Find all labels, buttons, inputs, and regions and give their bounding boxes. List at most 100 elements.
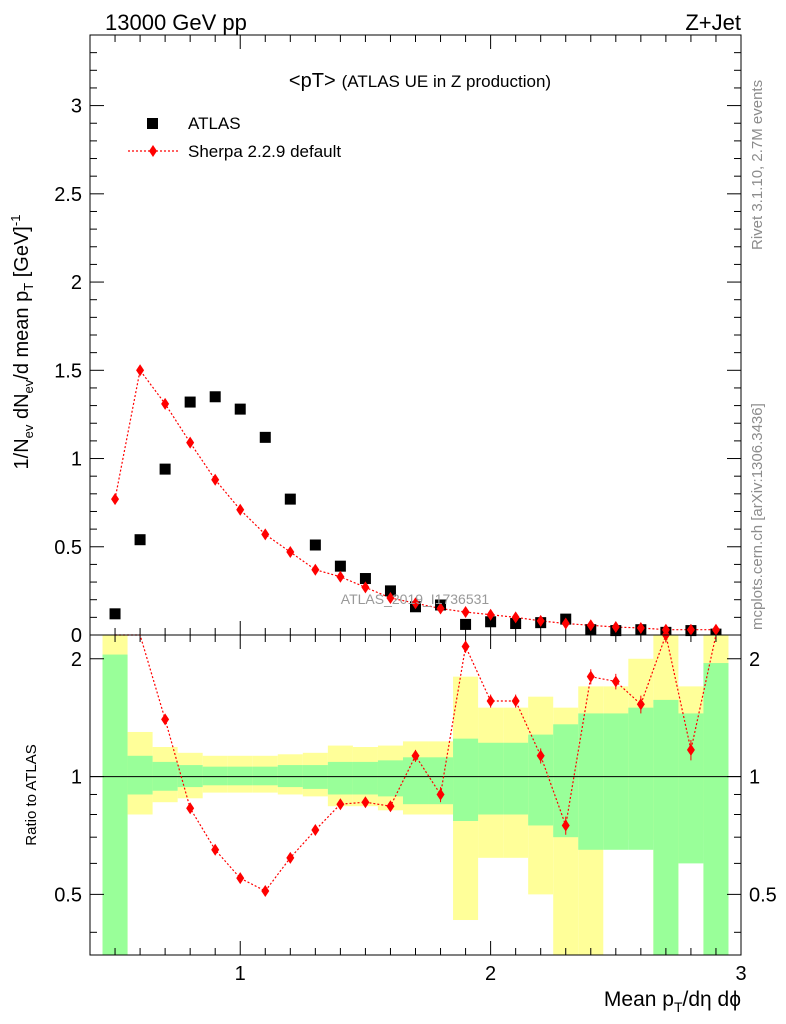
atlas-point <box>209 391 221 403</box>
band-inner <box>653 699 679 955</box>
sherpa-point <box>586 619 595 632</box>
sherpa-point <box>161 397 170 410</box>
ratio-point <box>636 698 645 711</box>
atlas-point <box>359 573 371 585</box>
band-inner <box>377 760 403 797</box>
sherpa-point <box>611 621 620 634</box>
atlas-point <box>460 618 472 630</box>
ratio-x-label: Mean pT/dη dϕ <box>604 988 741 1015</box>
ratio-x-tick-label: 1 <box>235 963 246 985</box>
plot-title: <pT> (ATLAS UE in Z production) <box>289 70 551 92</box>
sherpa-point <box>336 570 345 583</box>
side-label-rivet: Rivet 3.1.10, 2.7M events <box>749 80 766 250</box>
atlas-point <box>309 539 321 551</box>
ratio-point <box>611 675 620 688</box>
main-y-tick-label: 1 <box>71 449 82 471</box>
sherpa-point <box>686 623 695 636</box>
sherpa-point <box>186 436 195 449</box>
ratio-y-tick-label: 2 <box>71 649 82 671</box>
atlas-point <box>134 534 146 546</box>
ratio-point <box>461 640 470 653</box>
band-inner <box>628 707 654 850</box>
sherpa-point <box>111 493 120 506</box>
band-inner <box>352 761 378 795</box>
sherpa-point <box>286 546 295 559</box>
legend-atlas-marker <box>147 118 158 129</box>
ratio-point <box>311 824 320 837</box>
sherpa-point <box>136 364 145 377</box>
ratio-x-tick-label: 2 <box>485 963 496 985</box>
ratio-point <box>261 885 270 898</box>
ratio-point <box>336 798 345 811</box>
legend-sherpa-marker <box>149 145 157 157</box>
plot-title-main: <pT> <box>289 70 336 92</box>
ratio-point <box>436 788 445 801</box>
sherpa-point <box>711 623 720 636</box>
sherpa-point <box>261 528 270 541</box>
sherpa-point <box>636 621 645 634</box>
ratio-point <box>511 694 520 707</box>
band-inner <box>327 761 353 795</box>
sherpa-point <box>536 614 545 627</box>
band-inner <box>102 654 128 955</box>
ratio-point <box>386 800 395 813</box>
band-inner <box>127 755 153 795</box>
side-label-mcplots: mcplots.cern.ch [arXiv:1306.3436] <box>749 403 766 630</box>
atlas-point <box>159 463 171 475</box>
sherpa-point <box>511 611 520 624</box>
main-y-label: 1/Nev dNev/d mean pT [GeV]-1 <box>8 215 36 470</box>
main-y-tick-label: 0 <box>71 625 82 647</box>
header-left: 13000 GeV pp <box>105 10 247 35</box>
ratio-x-tick-label: 3 <box>735 963 746 985</box>
ratio-y-tick-label: 0.5 <box>54 884 82 906</box>
atlas-point <box>510 618 522 630</box>
band-inner <box>678 713 704 864</box>
sherpa-point <box>411 597 420 610</box>
main-y-tick-label: 2.5 <box>54 184 82 206</box>
atlas-point <box>234 403 246 415</box>
ratio-point <box>286 851 295 864</box>
sherpa-point <box>386 591 395 604</box>
sherpa-point <box>361 581 370 594</box>
ratio-y-tick-label-right: 0.5 <box>749 884 777 906</box>
ratio-point <box>411 749 420 762</box>
plot-title-sub: (ATLAS UE in Z production) <box>342 72 551 91</box>
main-y-tick-label: 3 <box>71 96 82 118</box>
band-inner <box>503 742 529 815</box>
ratio-point <box>686 743 695 756</box>
ratio-y-label: Ratio to ATLAS <box>23 744 40 845</box>
atlas-point <box>334 560 346 572</box>
band-inner <box>478 742 504 815</box>
sherpa-point <box>561 617 570 630</box>
sherpa-point <box>461 606 470 619</box>
ratio-bands <box>102 635 729 955</box>
main-y-tick-label: 0.5 <box>54 537 82 559</box>
ratio-frame <box>89 634 742 956</box>
band-inner <box>402 757 429 805</box>
band-inner <box>578 713 604 850</box>
ratio-point <box>536 749 545 762</box>
ratio-point <box>236 872 245 885</box>
atlas-point <box>184 396 196 408</box>
ratio-y-tick-label: 1 <box>71 767 82 789</box>
ratio-point <box>186 802 195 815</box>
ratio-point <box>586 670 595 683</box>
watermark: ATLAS_2019_I1736531 <box>341 591 490 607</box>
header-right: Z+Jet <box>685 10 741 35</box>
main-panel: 0 0.5 1 1.5 2 2.5 3 <pT> (ATLAS UE in Z product… <box>8 34 742 647</box>
sherpa-point <box>486 608 495 621</box>
band-inner <box>252 766 278 786</box>
ratio-point <box>161 713 170 726</box>
sherpa-point <box>211 473 220 486</box>
atlas-point <box>259 431 271 443</box>
ratio-y-tick-label-right: 2 <box>749 649 760 671</box>
atlas-point <box>109 608 121 620</box>
ratio-y-tick-label-right: 1 <box>749 767 760 789</box>
band-inner <box>453 738 479 821</box>
ratio-point <box>361 796 370 809</box>
ratio-panel: 0.5 0.5 1 1 2 2 1 2 3 Ratio to ATLAS Mean pT/dη … <box>23 629 777 1015</box>
ratio-marks <box>115 629 717 898</box>
legend-atlas-label: ATLAS <box>188 114 241 133</box>
atlas-point <box>284 493 296 505</box>
